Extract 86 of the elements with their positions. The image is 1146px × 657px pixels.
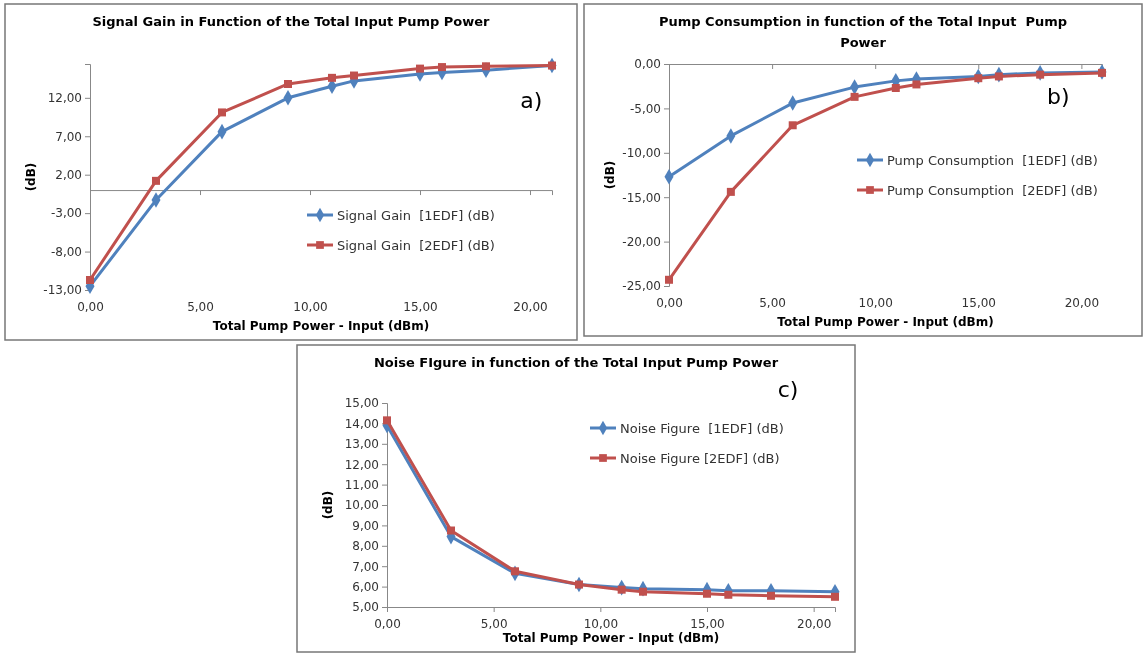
annotation: b) (1047, 83, 1070, 109)
point (788, 121, 797, 130)
point (850, 92, 859, 101)
point (665, 275, 673, 284)
point (1036, 70, 1045, 79)
x-axis-title: Total Pump Power - Input (dBm) (777, 315, 994, 329)
x-tick-label: 0,00 (656, 295, 683, 310)
y-tick-label: 14,00 (344, 416, 379, 431)
x-tick-label: 10,00 (293, 299, 328, 314)
x-tick-label: 20,00 (513, 299, 548, 314)
point (831, 592, 839, 601)
y-axis-title: (dB) (24, 162, 38, 192)
y-tick-label: 8,00 (352, 539, 379, 554)
point (218, 108, 226, 117)
point (912, 80, 921, 89)
point (86, 276, 94, 285)
y-tick-label: 0,00 (634, 57, 661, 72)
text: c) (777, 377, 799, 403)
y-tick-label: -10,00 (622, 146, 661, 161)
y-tick-label: 5,00 (352, 600, 379, 615)
y-tick-label: 12,00 (344, 457, 379, 472)
point (548, 61, 556, 70)
legend-label: Signal Gain [2EDF] (dB) (337, 237, 495, 253)
point (350, 71, 358, 80)
x-axis-title: Total Pump Power - Input (dBm) (212, 319, 430, 333)
chart-title: Signal Gain in Function of the Total Input Pump Power (92, 14, 491, 29)
y-tick-label: -20,00 (622, 234, 661, 249)
y-tick-label: 15,00 (344, 396, 379, 411)
chart-title: Noise FIgure in function of the Total Input Pump Power (373, 355, 779, 370)
point (703, 589, 711, 598)
x-axis-title: Total Pump Power - Input (dBm) (502, 631, 720, 645)
point (284, 79, 292, 88)
y-tick-label: -15,00 (622, 190, 661, 205)
x-tick-label: 0,00 (374, 616, 401, 631)
point (328, 73, 336, 82)
x-tick-label: 5,00 (187, 299, 214, 314)
point (767, 591, 775, 600)
legend-label: Pump Consumption [2EDF] (dB) (887, 182, 1098, 198)
point (726, 187, 735, 196)
legend-label: Noise Figure [2EDF] (dB) (620, 450, 780, 466)
y-tick-label: 6,00 (352, 579, 379, 594)
y-tick-label: -8,00 (50, 244, 82, 259)
y-tick-label: 11,00 (344, 477, 379, 492)
x-tick-label: 0,00 (77, 299, 104, 314)
annotation: a) (520, 88, 543, 114)
y-tick-label: -3,00 (50, 206, 82, 221)
point (511, 567, 519, 576)
y-tick-label: 13,00 (344, 437, 379, 452)
y-tick-label: 7,00 (352, 559, 379, 574)
point (724, 590, 733, 599)
x-tick-label: 20,00 (1064, 295, 1100, 310)
x-tick-label: 20,00 (796, 616, 832, 631)
x-tick-label: 10,00 (858, 295, 893, 310)
x-tick-label: 15,00 (690, 616, 725, 631)
point (416, 64, 424, 73)
point (438, 63, 446, 72)
legend-label: Pump Consumption [1EDF] (dB) (887, 152, 1098, 168)
y-tick-label: 10,00 (344, 498, 379, 513)
point (1098, 68, 1106, 77)
point (994, 72, 1003, 81)
y-tick-label: -5,00 (629, 101, 661, 116)
point (891, 83, 900, 92)
point (383, 416, 391, 425)
point (152, 176, 160, 185)
legend-label: Signal Gain [1EDF] (dB) (337, 207, 495, 223)
y-axis-title: (dB) (321, 490, 335, 520)
x-tick-label: 5,00 (480, 616, 508, 631)
point (974, 74, 983, 83)
point (482, 62, 490, 71)
y-tick-label: -13,00 (43, 283, 82, 298)
chart-title: Pump Consumption in function of the Total Input Pump Power (658, 14, 1068, 50)
x-tick-label: 5,00 (759, 295, 786, 310)
y-tick-label: -25,00 (622, 279, 661, 294)
y-axis-title: (dB) (603, 160, 617, 190)
point (575, 580, 583, 589)
point (617, 585, 626, 594)
legend-label: Noise Figure [1EDF] (dB) (620, 420, 784, 436)
x-tick-label: 10,00 (583, 616, 619, 631)
y-tick-label: 2,00 (55, 168, 82, 183)
y-tick-label: 7,00 (55, 129, 82, 144)
point (639, 587, 647, 596)
point (447, 526, 455, 535)
x-tick-label: 15,00 (403, 299, 438, 314)
y-tick-label: 12,00 (47, 91, 82, 106)
x-tick-label: 15,00 (961, 295, 996, 310)
y-tick-label: 9,00 (352, 518, 379, 533)
